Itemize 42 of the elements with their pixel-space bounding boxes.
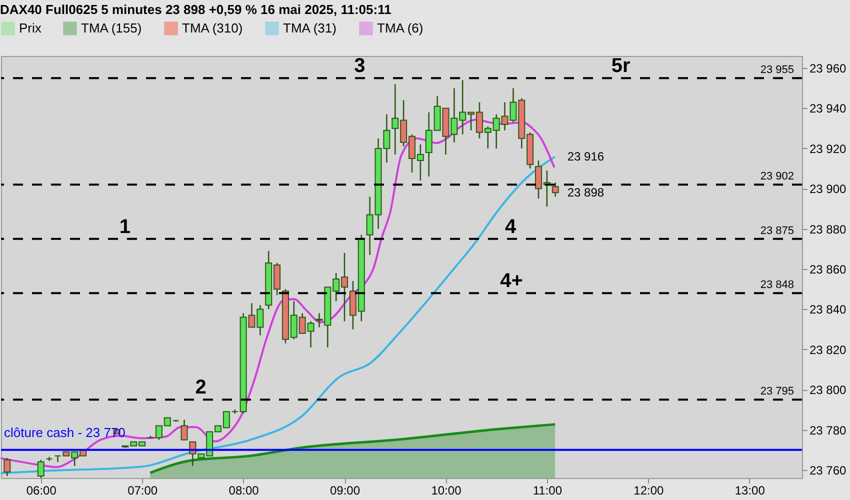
y-tick-label: 23 760 bbox=[810, 463, 847, 478]
legend-label: TMA (6) bbox=[377, 20, 424, 36]
y-tick-label: 23 900 bbox=[810, 182, 847, 196]
candlestick bbox=[37, 459, 44, 479]
x-tick-label: 08:00 bbox=[228, 484, 260, 498]
x-tick-label: 07:00 bbox=[128, 484, 158, 498]
y-tick-label: 23 860 bbox=[810, 262, 847, 277]
candlestick bbox=[180, 419, 188, 440]
x-tick-label: 10:00 bbox=[431, 484, 462, 498]
annotation: 23 916 bbox=[567, 149, 604, 164]
annotation: 4 bbox=[504, 216, 517, 238]
legend-label: TMA (310) bbox=[182, 20, 243, 36]
annotation: 2 bbox=[195, 376, 206, 399]
legend-label: Prix bbox=[19, 20, 42, 36]
y-tick-label: 23 940 bbox=[810, 102, 847, 116]
legend-label: TMA (31) bbox=[283, 20, 336, 36]
annotation: 5r bbox=[611, 55, 630, 78]
chart-title: DAX40 Full0625 5 minutes 23 898 +0,59 % 16 mai 2025, 11:05:11 bbox=[0, 2, 392, 17]
x-tick-label: 09:00 bbox=[330, 484, 360, 498]
ref-line-label: 23 955 bbox=[760, 64, 794, 76]
legend-label: TMA (155) bbox=[81, 20, 142, 36]
x-tick-label: 06:00 bbox=[26, 484, 57, 498]
y-tick-label: 23 800 bbox=[810, 383, 847, 398]
annotation: 23 898 bbox=[567, 186, 604, 200]
x-tick-label: 11:00 bbox=[532, 484, 562, 498]
annotation: 1 bbox=[119, 216, 130, 238]
x-tick-label: 13:00 bbox=[734, 484, 766, 498]
x-tick-label: 12:00 bbox=[634, 484, 664, 498]
ref-line-label: 23 848 bbox=[760, 279, 794, 292]
ref-line-label: 23 795 bbox=[760, 386, 794, 398]
annotation: 3 bbox=[354, 55, 366, 78]
candlestick bbox=[4, 457, 11, 477]
y-tick-label: 23 920 bbox=[810, 142, 847, 156]
annotation: 4+ bbox=[500, 270, 523, 292]
ref-line-label: 23 875 bbox=[760, 224, 794, 237]
y-tick-label: 23 820 bbox=[810, 342, 847, 357]
y-tick-label: 23 880 bbox=[810, 222, 847, 236]
candlestick bbox=[552, 182, 559, 198]
y-tick-label: 23 780 bbox=[810, 423, 847, 438]
y-tick-label: 23 840 bbox=[810, 302, 847, 317]
y-tick-label: 23 960 bbox=[810, 62, 847, 76]
ref-line-label: 23 902 bbox=[760, 170, 794, 183]
